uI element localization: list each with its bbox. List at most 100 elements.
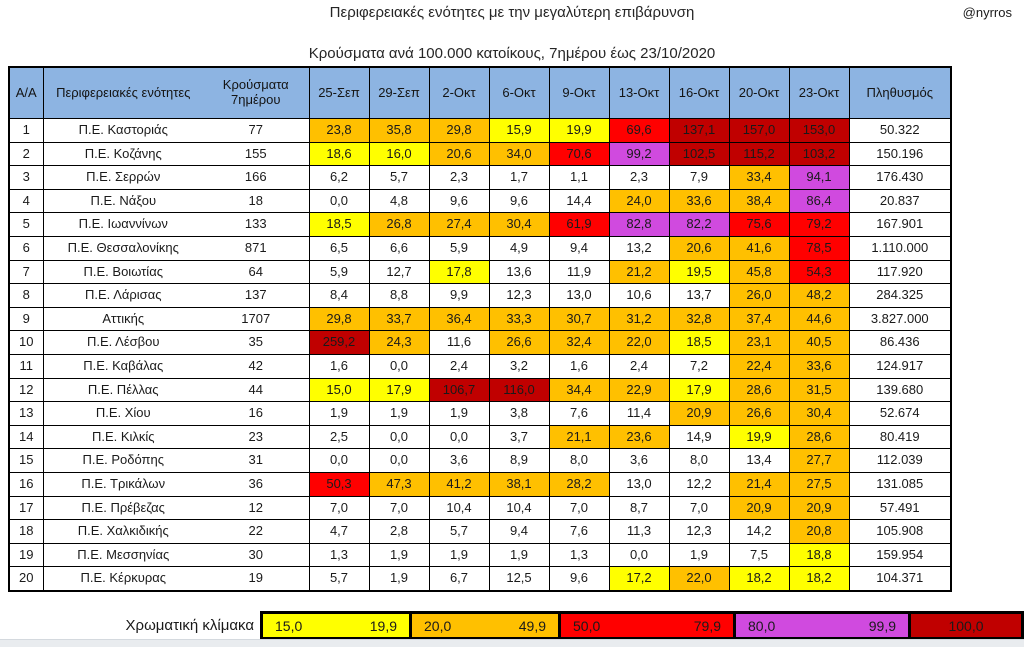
table-row: 20 Π.Ε. Κέρκυρας 19 5,7 1,9 6,7 12,5 9,6 17,2 22,…: [8, 566, 952, 592]
page-title: Περιφερειακές ενότητες με την μεγαλύτερη…: [329, 4, 695, 21]
rate-cell: 22,9: [608, 377, 670, 403]
rate-cell: 2,3: [608, 165, 670, 190]
region-name-cell: Π.Ε. Καστοριάς: [42, 118, 203, 143]
rate-cell: 12,7: [368, 259, 430, 285]
column-header-date-3: 2-Οκτ: [428, 66, 490, 119]
subtitle: Κρούσματα ανά 100.000 κατοίκους, 7ημέρου…: [308, 45, 716, 62]
rate-cell: 50,3: [308, 471, 370, 497]
rate-cell: 29,8: [308, 306, 370, 332]
rate-cell: 0,0: [308, 188, 370, 214]
rate-cell: 9,6: [428, 188, 490, 214]
rate-cell: 2,4: [428, 353, 490, 379]
rate-cell: 79,2: [788, 212, 850, 237]
weekly-cases-cell: 31: [203, 448, 310, 473]
population-cell: 176.430: [848, 165, 952, 190]
column-header-index: Α/Α: [8, 66, 44, 119]
rate-cell: 9,4: [488, 519, 550, 544]
rate-cell: 18,2: [728, 566, 790, 592]
rate-cell: 11,6: [428, 330, 490, 355]
rate-cell: 40,5: [788, 330, 850, 355]
population-cell: 86.436: [848, 330, 952, 355]
rate-cell: 2,3: [428, 165, 490, 190]
rate-cell: 1,9: [428, 542, 490, 568]
rate-cell: 7,0: [368, 495, 430, 521]
legend-bin-max: 99,9: [868, 617, 896, 634]
rate-cell: 18,5: [308, 212, 370, 237]
table-row: 14 Π.Ε. Κιλκίς 23 2,5 0,0 0,0 3,7 21,1 23,6 14,9 1…: [8, 424, 952, 450]
rate-cell: 21,2: [608, 259, 670, 285]
row-index-cell: 11: [8, 353, 44, 379]
rate-cell: 28,6: [788, 424, 850, 450]
population-cell: 57.491: [848, 495, 952, 521]
rate-cell: 30,7: [548, 306, 610, 332]
rate-cell: 24,0: [608, 188, 670, 214]
rate-cell: 14,4: [548, 188, 610, 214]
rate-cell: 11,3: [608, 519, 670, 544]
column-header-date-7: 16-Οκτ: [668, 66, 730, 119]
color-scale-label: Χρωματική κλίμακα: [125, 617, 254, 634]
cases-table: Α/Α Περιφερειακές ενότητες Κρούσματα 7ημέρ…: [8, 66, 952, 592]
rate-cell: 27,5: [788, 471, 850, 497]
legend-bin: 20,0 49,9: [412, 614, 558, 637]
rate-cell: 8,9: [488, 448, 550, 473]
rate-cell: 28,2: [548, 471, 610, 497]
rate-cell: 5,9: [308, 259, 370, 285]
table-row: 11 Π.Ε. Καβάλας 42 1,6 0,0 2,4 3,2 1,6 2,4 7,2 22,…: [8, 353, 952, 379]
rate-cell: 86,4: [788, 188, 850, 214]
legend-bin: 50,0 79,9: [561, 614, 733, 637]
rate-cell: 3,6: [608, 448, 670, 473]
legend-bin-min: 50,0: [573, 617, 601, 634]
rate-cell: 12,3: [488, 283, 550, 308]
rate-cell: 3,7: [488, 424, 550, 450]
weekly-cases-cell: 16: [203, 401, 310, 426]
table-row: 6 Π.Ε. Θεσσαλονίκης 871 6,5 6,6 5,9 4,9 9,4 13,2…: [8, 235, 952, 261]
rate-cell: 20,9: [788, 495, 850, 521]
rate-cell: 0,0: [368, 448, 430, 473]
rate-cell: 11,9: [548, 259, 610, 285]
table-header: Α/Α Περιφερειακές ενότητες Κρούσματα 7ημέρ…: [8, 66, 952, 119]
rate-cell: 61,9: [548, 212, 610, 237]
rate-cell: 16,0: [368, 141, 430, 167]
rate-cell: 32,4: [548, 330, 610, 355]
row-index-cell: 16: [8, 471, 44, 497]
rate-cell: 102,5: [668, 141, 730, 167]
column-header-date-9: 23-Οκτ: [788, 66, 850, 119]
rate-cell: 115,2: [728, 141, 790, 167]
population-cell: 80.419: [848, 424, 952, 450]
rate-cell: 21,4: [728, 471, 790, 497]
table-row: 5 Π.Ε. Ιωαννίνων 133 18,5 26,8 27,4 30,4 61,9 82…: [8, 212, 952, 237]
rate-cell: 15,0: [308, 377, 370, 403]
rate-cell: 27,4: [428, 212, 490, 237]
population-cell: 159.954: [848, 542, 952, 568]
table-row: 13 Π.Ε. Χίου 16 1,9 1,9 1,9 3,8 7,6 11,4 20,9 26,6…: [8, 401, 952, 426]
rate-cell: 4,9: [488, 235, 550, 261]
rate-cell: 34,0: [488, 141, 550, 167]
rate-cell: 2,5: [308, 424, 370, 450]
rate-cell: 1,9: [488, 542, 550, 568]
rate-cell: 3,8: [488, 401, 550, 426]
column-header-cases: Κρούσματα 7ημέρου: [203, 66, 310, 119]
rate-cell: 94,1: [788, 165, 850, 190]
rate-cell: 153,0: [788, 118, 850, 143]
rate-cell: 35,8: [368, 118, 430, 143]
population-cell: 112.039: [848, 448, 952, 473]
rate-cell: 23,6: [608, 424, 670, 450]
rate-cell: 24,3: [368, 330, 430, 355]
population-cell: 131.085: [848, 471, 952, 497]
rate-cell: 4,7: [308, 519, 370, 544]
rate-cell: 6,6: [368, 235, 430, 261]
rate-cell: 0,0: [308, 448, 370, 473]
rate-cell: 1,9: [368, 566, 430, 592]
rate-cell: 33,6: [788, 353, 850, 379]
rate-cell: 14,9: [668, 424, 730, 450]
rate-cell: 37,4: [728, 306, 790, 332]
rate-cell: 106,7: [428, 377, 490, 403]
legend-bin: 15,0 19,9: [263, 614, 409, 637]
rate-cell: 13,0: [608, 471, 670, 497]
row-index-cell: 9: [8, 306, 44, 332]
legend-bin-min: 100,0: [948, 617, 984, 634]
table-row: 15 Π.Ε. Ροδόπης 31 0,0 0,0 3,6 8,9 8,0 3,6 8,0 13,…: [8, 448, 952, 473]
column-header-date-5: 9-Οκτ: [548, 66, 610, 119]
rate-cell: 6,2: [308, 165, 370, 190]
weekly-cases-cell: 30: [203, 542, 310, 568]
